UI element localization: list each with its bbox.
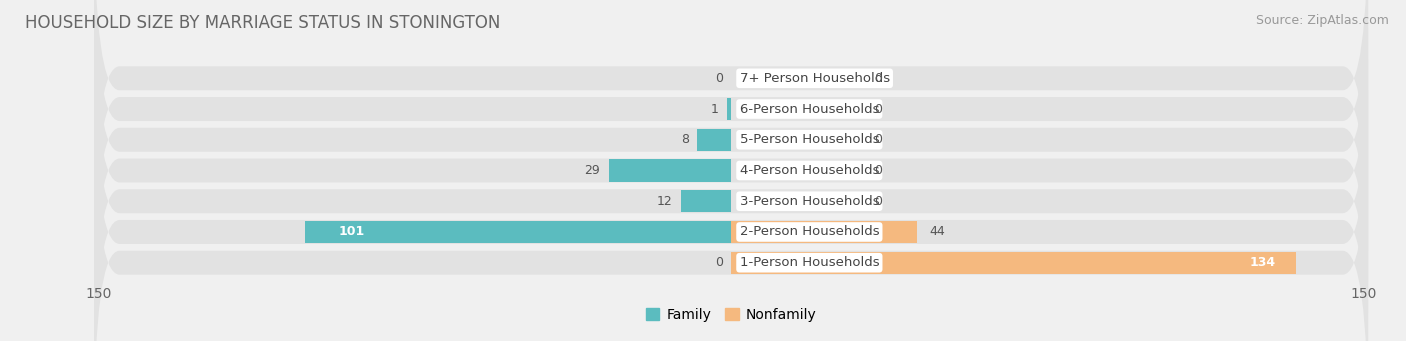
FancyBboxPatch shape (94, 0, 1368, 281)
Bar (681, 190, 731, 212)
Text: 5-Person Households: 5-Person Households (740, 133, 879, 146)
Text: 8: 8 (681, 133, 689, 146)
FancyBboxPatch shape (94, 90, 1368, 341)
Bar (731, 252, 1296, 274)
Text: 0: 0 (875, 103, 883, 116)
Text: 7+ Person Households: 7+ Person Households (740, 72, 890, 85)
Text: 101: 101 (339, 225, 366, 238)
Text: 29: 29 (585, 164, 600, 177)
Text: 0: 0 (875, 195, 883, 208)
Bar (727, 98, 731, 120)
Text: 0: 0 (714, 256, 723, 269)
Text: 12: 12 (657, 195, 672, 208)
Text: 134: 134 (1249, 256, 1275, 269)
Text: 44: 44 (929, 225, 945, 238)
FancyBboxPatch shape (94, 0, 1368, 251)
Bar (609, 160, 731, 181)
FancyBboxPatch shape (94, 0, 1368, 312)
Text: Source: ZipAtlas.com: Source: ZipAtlas.com (1256, 14, 1389, 27)
Text: 1: 1 (710, 103, 718, 116)
Bar (305, 221, 731, 243)
FancyBboxPatch shape (94, 60, 1368, 341)
Text: 1-Person Households: 1-Person Households (740, 256, 879, 269)
Text: 0: 0 (875, 133, 883, 146)
FancyBboxPatch shape (94, 29, 1368, 341)
Text: 3-Person Households: 3-Person Households (740, 195, 879, 208)
Text: 0: 0 (714, 72, 723, 85)
FancyBboxPatch shape (94, 0, 1368, 341)
Text: 2-Person Households: 2-Person Households (740, 225, 879, 238)
Legend: Family, Nonfamily: Family, Nonfamily (640, 302, 823, 327)
Text: 0: 0 (875, 72, 883, 85)
Text: HOUSEHOLD SIZE BY MARRIAGE STATUS IN STONINGTON: HOUSEHOLD SIZE BY MARRIAGE STATUS IN STO… (25, 14, 501, 32)
Bar (731, 221, 917, 243)
Text: 6-Person Households: 6-Person Households (740, 103, 879, 116)
Text: 0: 0 (875, 164, 883, 177)
Bar (697, 129, 731, 151)
Text: 4-Person Households: 4-Person Households (740, 164, 879, 177)
